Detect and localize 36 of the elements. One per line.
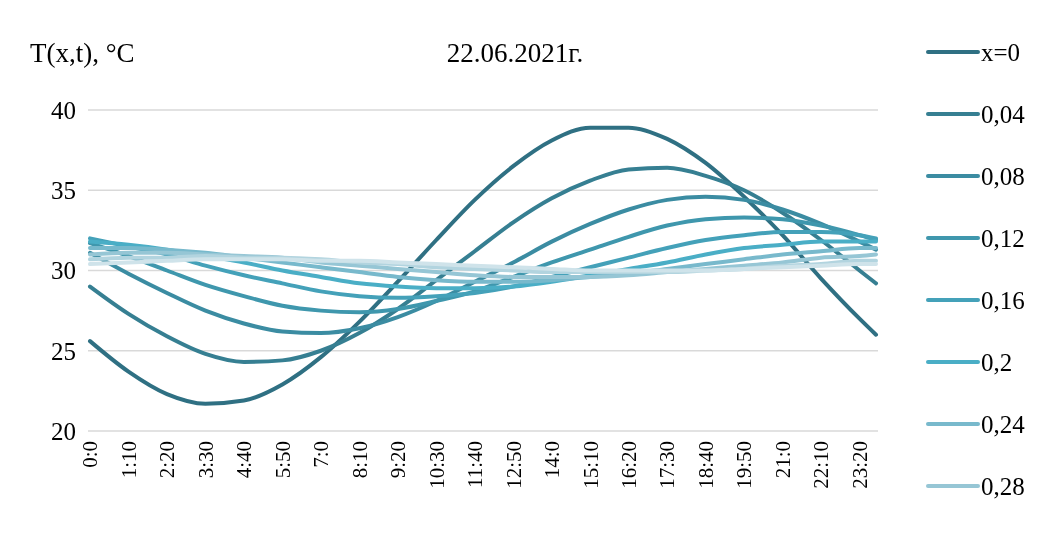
x-tick-label: 4:40 <box>232 441 257 479</box>
x-tick-label: 3:30 <box>193 441 218 479</box>
x-tick-label: 17:30 <box>655 441 680 489</box>
x-tick-label: 19:50 <box>732 441 757 489</box>
y-tick-label: 30 <box>51 257 76 285</box>
x-tick-label: 7:0 <box>309 441 334 468</box>
x-tick-label: 12:50 <box>501 441 526 489</box>
legend-label: 0,2 <box>981 348 1013 376</box>
x-tick-label: 1:10 <box>116 441 141 479</box>
x-tick-label: 0:0 <box>78 441 103 468</box>
legend-label: 0,28 <box>981 472 1025 500</box>
y-axis-title: T(x,t), °C <box>30 38 135 68</box>
x-tick-label: 8:10 <box>347 441 372 479</box>
x-tick-label: 21:0 <box>770 441 795 479</box>
x-tick-label: 14:0 <box>540 441 565 479</box>
legend-label: x=0 <box>981 38 1021 66</box>
y-tick-label: 40 <box>51 96 76 124</box>
x-tick-label: 9:20 <box>386 441 411 479</box>
legend-label: 0,08 <box>981 162 1025 190</box>
x-tick-label: 16:20 <box>617 441 642 489</box>
x-tick-label: 11:40 <box>463 441 488 489</box>
x-tick-label: 2:20 <box>155 441 180 479</box>
legend-label: 0,04 <box>981 100 1026 128</box>
y-tick-label: 35 <box>51 177 76 204</box>
x-tick-label: 5:50 <box>270 441 295 479</box>
y-tick-label: 20 <box>51 417 76 445</box>
y-tick-label: 25 <box>51 337 76 365</box>
x-tick-label: 23:20 <box>847 441 872 489</box>
legend-label: 0,24 <box>981 410 1026 438</box>
x-tick-label: 22:10 <box>809 441 834 489</box>
legend-label: 0,16 <box>981 286 1025 314</box>
x-tick-label: 15:10 <box>578 441 603 489</box>
chart-title: 22.06.2021г. <box>446 38 584 68</box>
x-tick-label: 18:40 <box>693 441 718 489</box>
legend-label: 0,12 <box>981 224 1025 252</box>
x-tick-label: 10:30 <box>424 441 449 489</box>
